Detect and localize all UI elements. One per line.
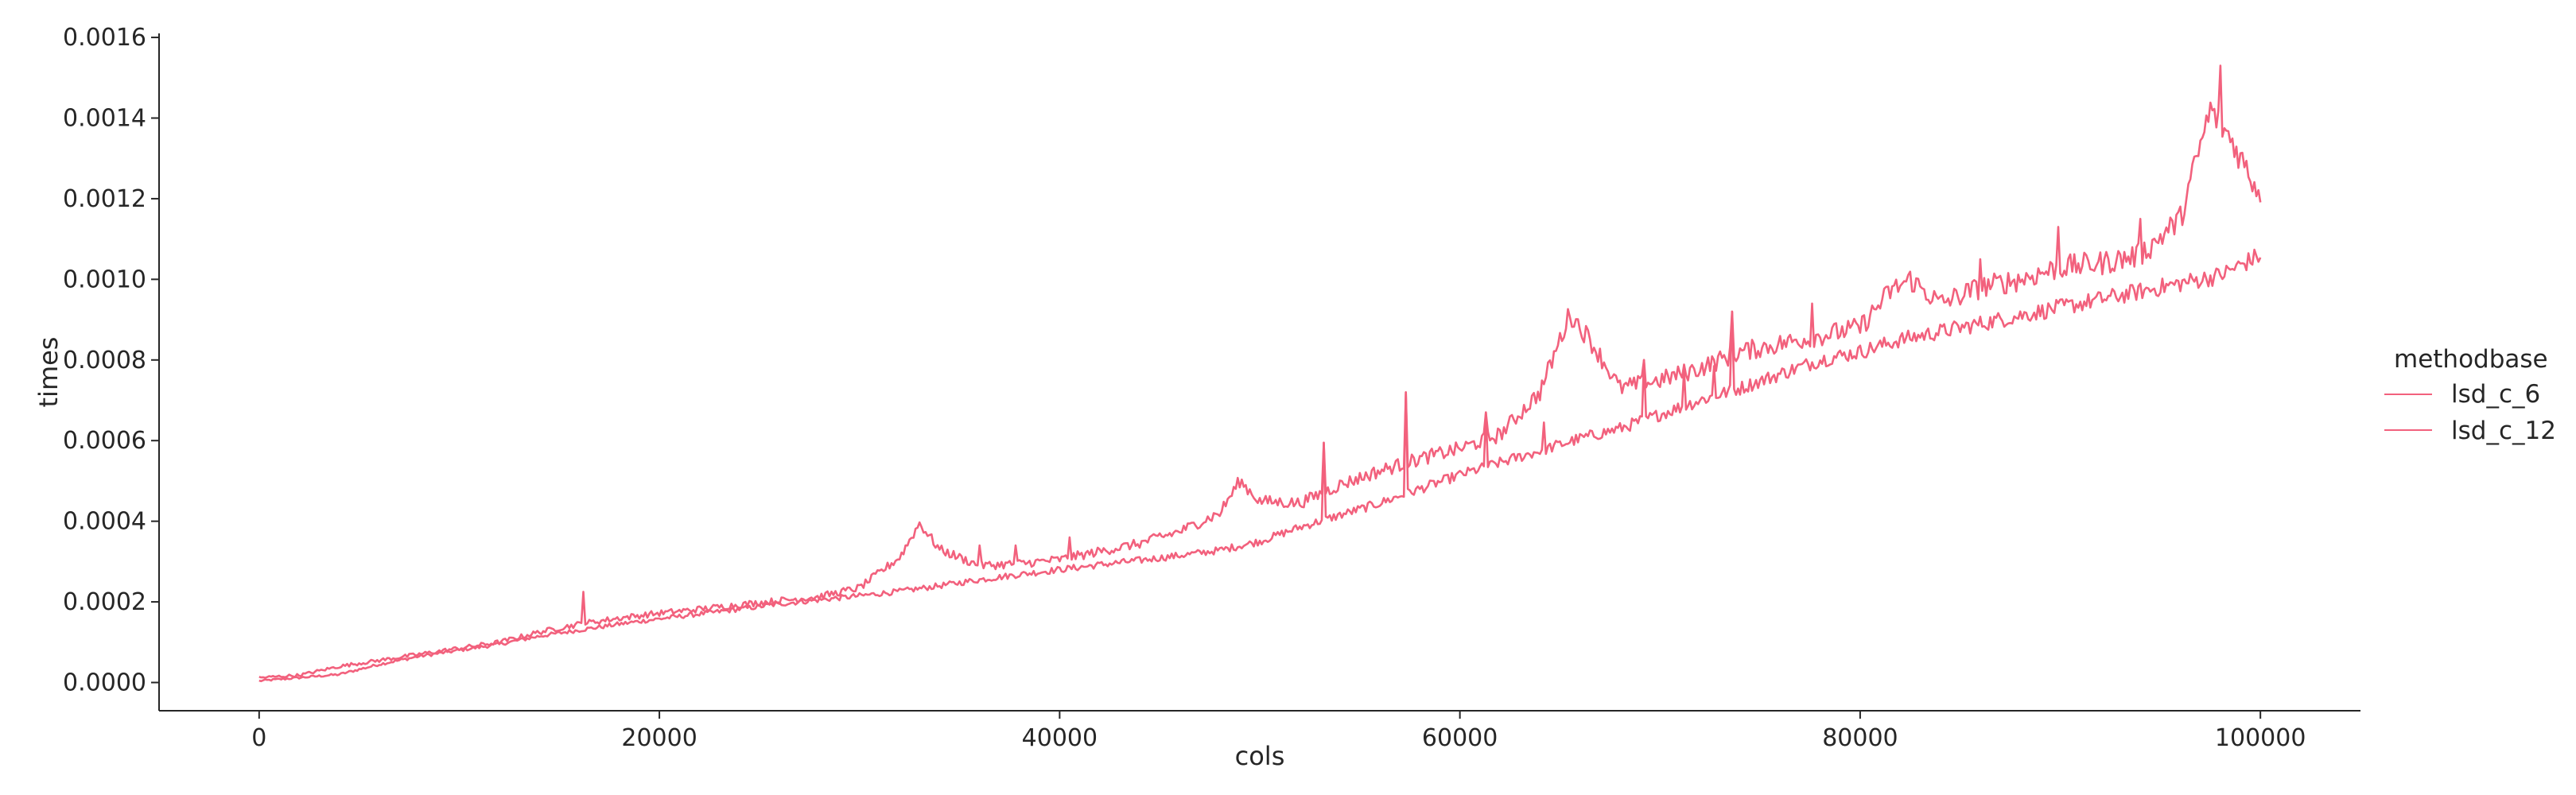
y-tick-label: 0.0008 <box>63 347 146 374</box>
x-tick-label: 40000 <box>1022 724 1098 752</box>
y-tick-label: 0.0000 <box>63 669 146 697</box>
y-tick-label: 0.0004 <box>63 508 146 536</box>
x-tick-label: 0 <box>251 724 266 752</box>
x-axis-ticks: 0 20000 40000 60000 80000 100000 <box>251 711 2306 752</box>
series-line-lsd-c-6 <box>258 248 2262 683</box>
x-tick-label: 20000 <box>621 724 697 752</box>
y-axis-ticks: 0.0000 0.0002 0.0004 0.0006 0.0008 0.0010 0.00… <box>63 24 159 697</box>
y-tick-label: 0.0010 <box>63 266 146 293</box>
x-axis-label: cols <box>1235 741 1285 771</box>
series-line-lsd-c-12 <box>258 64 2262 679</box>
x-tick-label: 80000 <box>1822 724 1898 752</box>
y-tick-label: 0.0012 <box>63 185 146 213</box>
legend-title: methodbase <box>2394 345 2548 374</box>
plot-area <box>258 64 2262 683</box>
legend-label-lsd-c-6: lsd_c_6 <box>2451 380 2540 409</box>
legend: methodbase lsd_c_6 lsd_c_12 <box>2384 345 2556 445</box>
y-tick-label: 0.0016 <box>63 24 146 52</box>
y-tick-label: 0.0014 <box>63 105 146 133</box>
legend-label-lsd-c-12: lsd_c_12 <box>2451 417 2556 445</box>
y-tick-label: 0.0002 <box>63 588 146 616</box>
y-tick-label: 0.0006 <box>63 427 146 455</box>
x-tick-label: 100000 <box>2215 724 2306 752</box>
x-tick-label: 60000 <box>1422 724 1498 752</box>
y-axis-label: times <box>33 337 64 408</box>
